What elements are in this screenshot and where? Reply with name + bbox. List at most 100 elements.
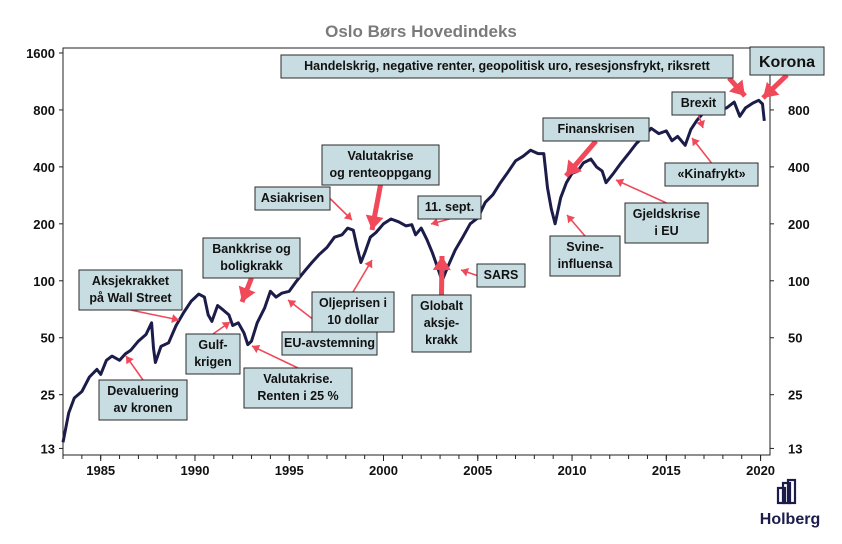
x-tick-label: 2005 [463,463,492,478]
annotation-label: «Kinafrykt» [677,167,745,181]
y-tick-label-left: 200 [33,217,55,232]
annotation-label-line: influensa [558,257,614,271]
annotation-arrowhead [566,159,582,176]
annotation-label-line: Renten i 25 % [257,389,338,403]
annotation-label-line: krigen [194,355,232,369]
annotation-label-line: 11. sept. [425,200,474,214]
annotation-label: Valutakrise og renteoppgang [329,149,431,180]
annotation-box [542,117,650,142]
annotation-label: Valutakrise. Renten i 25 % [257,372,338,403]
annotation-arrowhead [696,119,705,128]
annotation-label-line: Devaluering [107,384,179,398]
annotation-label: SARS [484,268,519,282]
y-tick-label-right: 200 [788,217,810,232]
x-tick-label: 2000 [369,463,398,478]
annotation-label: EU-avstemning [284,336,375,350]
annotation-box [78,269,183,311]
annotation-label-line: Oljeprisen i [319,296,387,310]
annotation-label-line: Aksjekrakket [92,274,170,288]
annotation-label-line: på Wall Street [89,291,172,305]
annotation-label-line: SARS [484,268,519,282]
annotation-label: Bankkrise og boligkrakk [212,242,291,273]
annotation-arrowhead [252,344,261,354]
annotation-label: Brexit [681,96,717,110]
y-tick-label-right: 800 [788,103,810,118]
logo-text: Holberg [760,511,820,528]
y-tick-label-left: 50 [41,331,55,346]
x-tick-label: 2020 [746,463,775,478]
y-tick-label-right: 25 [788,388,802,403]
annotation-box [254,186,331,211]
annotation-arrowhead [126,356,134,365]
annotation-arrowhead [364,260,373,269]
annotation-arrowhead [288,300,297,308]
annotation-arrowhead [343,211,352,220]
annotation-label-line: Globalt [420,299,464,313]
annotation-label-line: boligkrakk [220,259,283,273]
annotation-arrow [615,179,667,204]
annotation-arrowhead [171,314,179,323]
annotation-box [664,162,759,187]
annotation-box [202,237,301,279]
annotation-box [749,46,825,76]
annotation-box [185,333,241,375]
annotation-label-line: Korona [759,54,815,71]
annotation-label-line: 10 dollar [327,313,379,327]
y-tick-label-left: 25 [41,388,55,403]
annotation-box [476,263,526,288]
annotation-label-line: av kronen [113,401,172,415]
annotation-label-line: og renteoppgang [329,166,431,180]
annotation-box [243,367,353,409]
annotation-label: Finanskrisen [557,122,634,136]
y-tick-label-left: 400 [33,160,55,175]
y-tick-label-right: 100 [788,274,810,289]
annotation-label-line: Finanskrisen [557,122,634,136]
holberg-logo-icon: Holberg [760,478,820,528]
annotation-label: Korona [759,54,815,71]
annotation-box [624,202,709,244]
annotation-box [98,379,188,421]
annotation-label-line: Valutakrise [347,149,413,163]
annotation-arrowhead [221,322,230,330]
annotation-label-line: EU-avstemning [284,336,375,350]
annotation-label: Globalt aksje-krakk [420,299,464,347]
annotation-arrowhead [692,138,700,147]
y-tick-label-left: 1600 [26,46,55,61]
annotation-arrowhead [432,256,451,271]
x-tick-label: 2015 [652,463,681,478]
annotation-arrowhead [567,215,575,224]
y-tick-label-left: 800 [33,103,55,118]
y-tick-label-right: 13 [788,441,802,456]
annotation-arrowhead [461,268,470,277]
x-tick-label: 2010 [558,463,587,478]
annotation-label-line: Brexit [681,96,717,110]
annotation-arrowhead [763,81,780,98]
annotation-label: Handelskrig, negative renter, geopolitis… [304,59,711,73]
annotation-box [280,54,734,79]
annotation-arrowhead [616,178,625,187]
annotation-label-line: «Kinafrykt» [677,167,745,181]
annotation-label-line: Asiakrisen [261,191,324,205]
annotation-box [411,294,472,353]
annotation-label-line: Valutakrise. [263,372,333,386]
annotation-arrowhead [238,285,256,302]
annotation-label: 11. sept. [425,200,474,214]
annotation-arrow [251,345,299,369]
annotation-label-line: Bankkrise og [212,242,291,256]
annotation-arrow [130,309,180,321]
annotation-box [311,291,395,333]
annotation-label: Aksjekrakket på Wall Street [89,274,172,305]
annotation-label-line: krakk [425,333,458,347]
y-tick-label-left: 13 [41,441,55,456]
y-tick-label-right: 400 [788,160,810,175]
annotation-label-line: Handelskrig, negative renter, geopolitis… [304,59,711,73]
annotation-arrowhead [365,214,384,230]
annotation-label: Svine-influensa [558,240,614,271]
y-tick-label-right: 50 [788,331,802,346]
annotation-box [417,195,482,220]
annotation-arrowhead [431,217,439,227]
annotation-box [321,144,440,186]
annotation-label: Devaluering av kronen [107,384,179,415]
